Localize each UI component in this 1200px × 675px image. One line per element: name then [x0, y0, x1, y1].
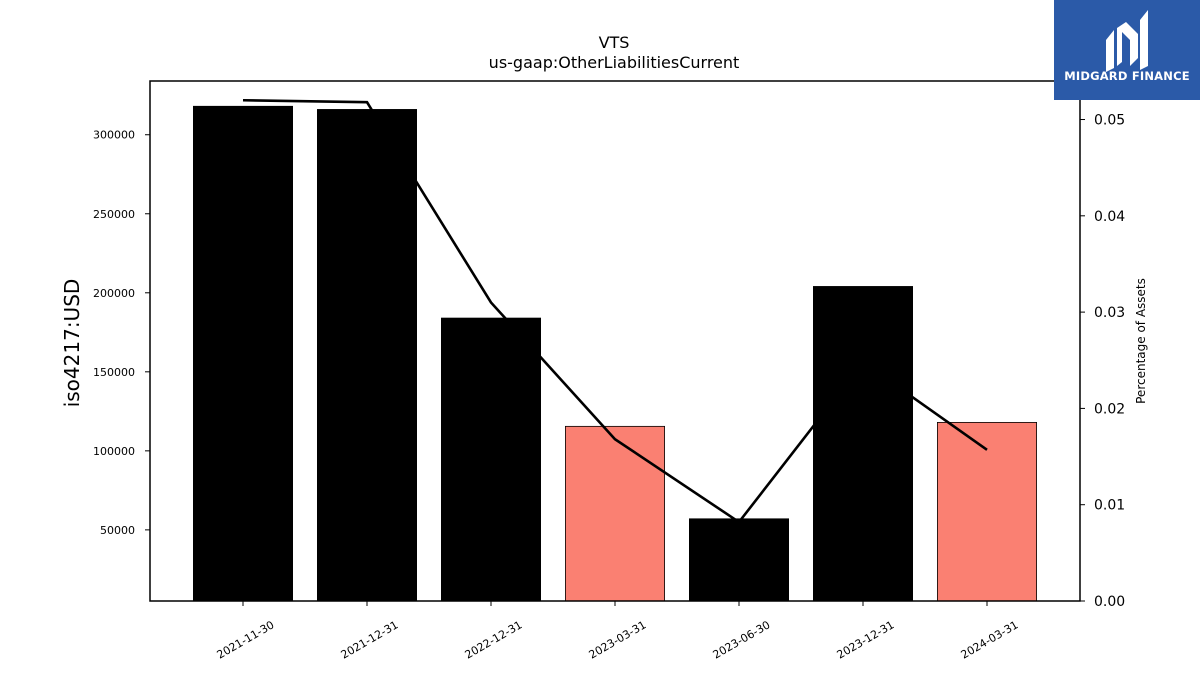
y2-tick-label: 0.02: [1094, 401, 1125, 417]
midgard-finance-logo: MIDGARD FINANCE: [1054, 0, 1200, 100]
x-tick-label: 2022-12-31: [463, 618, 525, 661]
y2-tick-label: 0.03: [1094, 305, 1125, 321]
bar-2021-11-30: [192, 105, 293, 602]
bar-2022-12-31: [440, 317, 541, 602]
bar-2023-03-31: [565, 425, 666, 602]
y-tick-label: 100000: [93, 445, 135, 458]
x-tick-label: 2023-06-30: [711, 618, 773, 661]
y2-tick-label: 0.00: [1094, 594, 1125, 610]
y2-tick-label: 0.04: [1094, 209, 1125, 225]
y-tick-label: 300000: [93, 129, 135, 142]
x-tick-label: 2024-03-31: [959, 618, 1021, 661]
bar-2021-12-31: [316, 109, 417, 602]
chart-subtitle: us-gaap:OtherLiabilitiesCurrent: [489, 53, 740, 72]
logo-text: MIDGARD FINANCE: [1064, 69, 1190, 83]
line-group: [242, 98, 988, 524]
x-tick-label: 2023-12-31: [835, 618, 897, 661]
x-axis-ticks: 2021-11-30 2021-12-31 2022-12-31 2023-03-31…: [215, 601, 1021, 662]
chart-title: VTS: [599, 33, 630, 52]
y-axis-label: iso4217:USD: [60, 279, 84, 408]
x-tick-label: 2021-11-30: [215, 618, 277, 661]
x-tick-label: 2021-12-31: [339, 618, 401, 661]
x-tick-label: 2023-03-31: [587, 618, 649, 661]
y-tick-label: 250000: [93, 208, 135, 221]
y-tick-label: 50000: [100, 524, 135, 537]
y2-tick-label: 0.05: [1094, 113, 1125, 129]
y-tick-label: 150000: [93, 366, 135, 379]
y2-axis-label: Percentage of Assets: [1134, 278, 1148, 404]
bar-2023-06-30: [689, 518, 790, 602]
logo-mark-icon: [1106, 10, 1148, 72]
y2-tick-label: 0.01: [1094, 498, 1125, 514]
y-axis-ticks: 50000 100000 150000 200000 250000 300000: [93, 129, 150, 537]
bar-2024-03-31: [937, 421, 1038, 602]
percentage-line: [242, 98, 988, 524]
y-tick-label: 200000: [93, 287, 135, 300]
bar-2023-12-31: [813, 286, 914, 602]
bars-group: [192, 105, 1038, 602]
y2-axis-ticks: 0.00 0.01 0.02 0.03 0.04 0.05: [1080, 113, 1125, 610]
